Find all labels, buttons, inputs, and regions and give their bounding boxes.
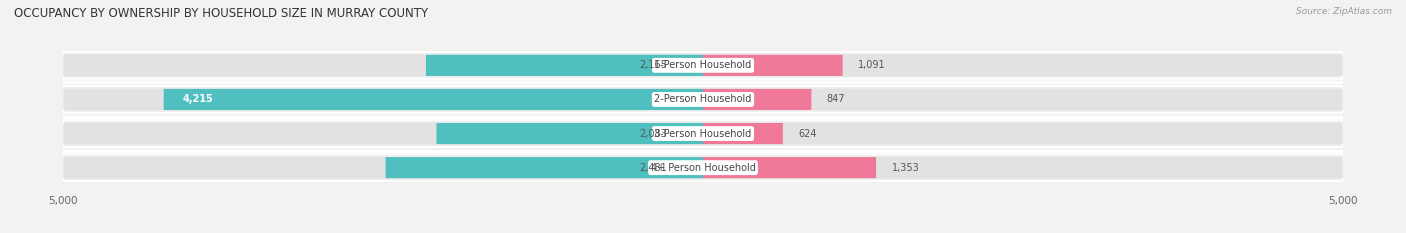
Text: 847: 847 xyxy=(827,94,845,104)
Text: 624: 624 xyxy=(799,129,817,139)
Text: OCCUPANCY BY OWNERSHIP BY HOUSEHOLD SIZE IN MURRAY COUNTY: OCCUPANCY BY OWNERSHIP BY HOUSEHOLD SIZE… xyxy=(14,7,429,20)
Text: 4+ Person Household: 4+ Person Household xyxy=(651,163,755,173)
FancyBboxPatch shape xyxy=(63,52,1343,79)
FancyBboxPatch shape xyxy=(63,55,703,76)
FancyBboxPatch shape xyxy=(436,123,703,144)
FancyBboxPatch shape xyxy=(703,55,1343,76)
FancyBboxPatch shape xyxy=(703,123,1343,144)
FancyBboxPatch shape xyxy=(63,157,703,178)
Text: 1,091: 1,091 xyxy=(858,60,886,70)
FancyBboxPatch shape xyxy=(703,157,1343,178)
Text: 1,353: 1,353 xyxy=(891,163,920,173)
FancyBboxPatch shape xyxy=(703,123,783,144)
Text: 3-Person Household: 3-Person Household xyxy=(654,129,752,139)
FancyBboxPatch shape xyxy=(385,157,703,178)
Text: 2,481: 2,481 xyxy=(640,163,668,173)
FancyBboxPatch shape xyxy=(63,86,1343,113)
FancyBboxPatch shape xyxy=(426,55,703,76)
FancyBboxPatch shape xyxy=(703,89,1343,110)
FancyBboxPatch shape xyxy=(63,154,1343,181)
Text: 2-Person Household: 2-Person Household xyxy=(654,94,752,104)
FancyBboxPatch shape xyxy=(63,120,1343,147)
Text: 1-Person Household: 1-Person Household xyxy=(654,60,752,70)
Text: Source: ZipAtlas.com: Source: ZipAtlas.com xyxy=(1296,7,1392,16)
FancyBboxPatch shape xyxy=(703,89,811,110)
FancyBboxPatch shape xyxy=(703,55,842,76)
Text: 4,215: 4,215 xyxy=(183,94,214,104)
Text: 2,083: 2,083 xyxy=(640,129,668,139)
FancyBboxPatch shape xyxy=(703,157,876,178)
Text: 2,165: 2,165 xyxy=(640,60,668,70)
FancyBboxPatch shape xyxy=(163,89,703,110)
FancyBboxPatch shape xyxy=(63,89,703,110)
FancyBboxPatch shape xyxy=(63,123,703,144)
